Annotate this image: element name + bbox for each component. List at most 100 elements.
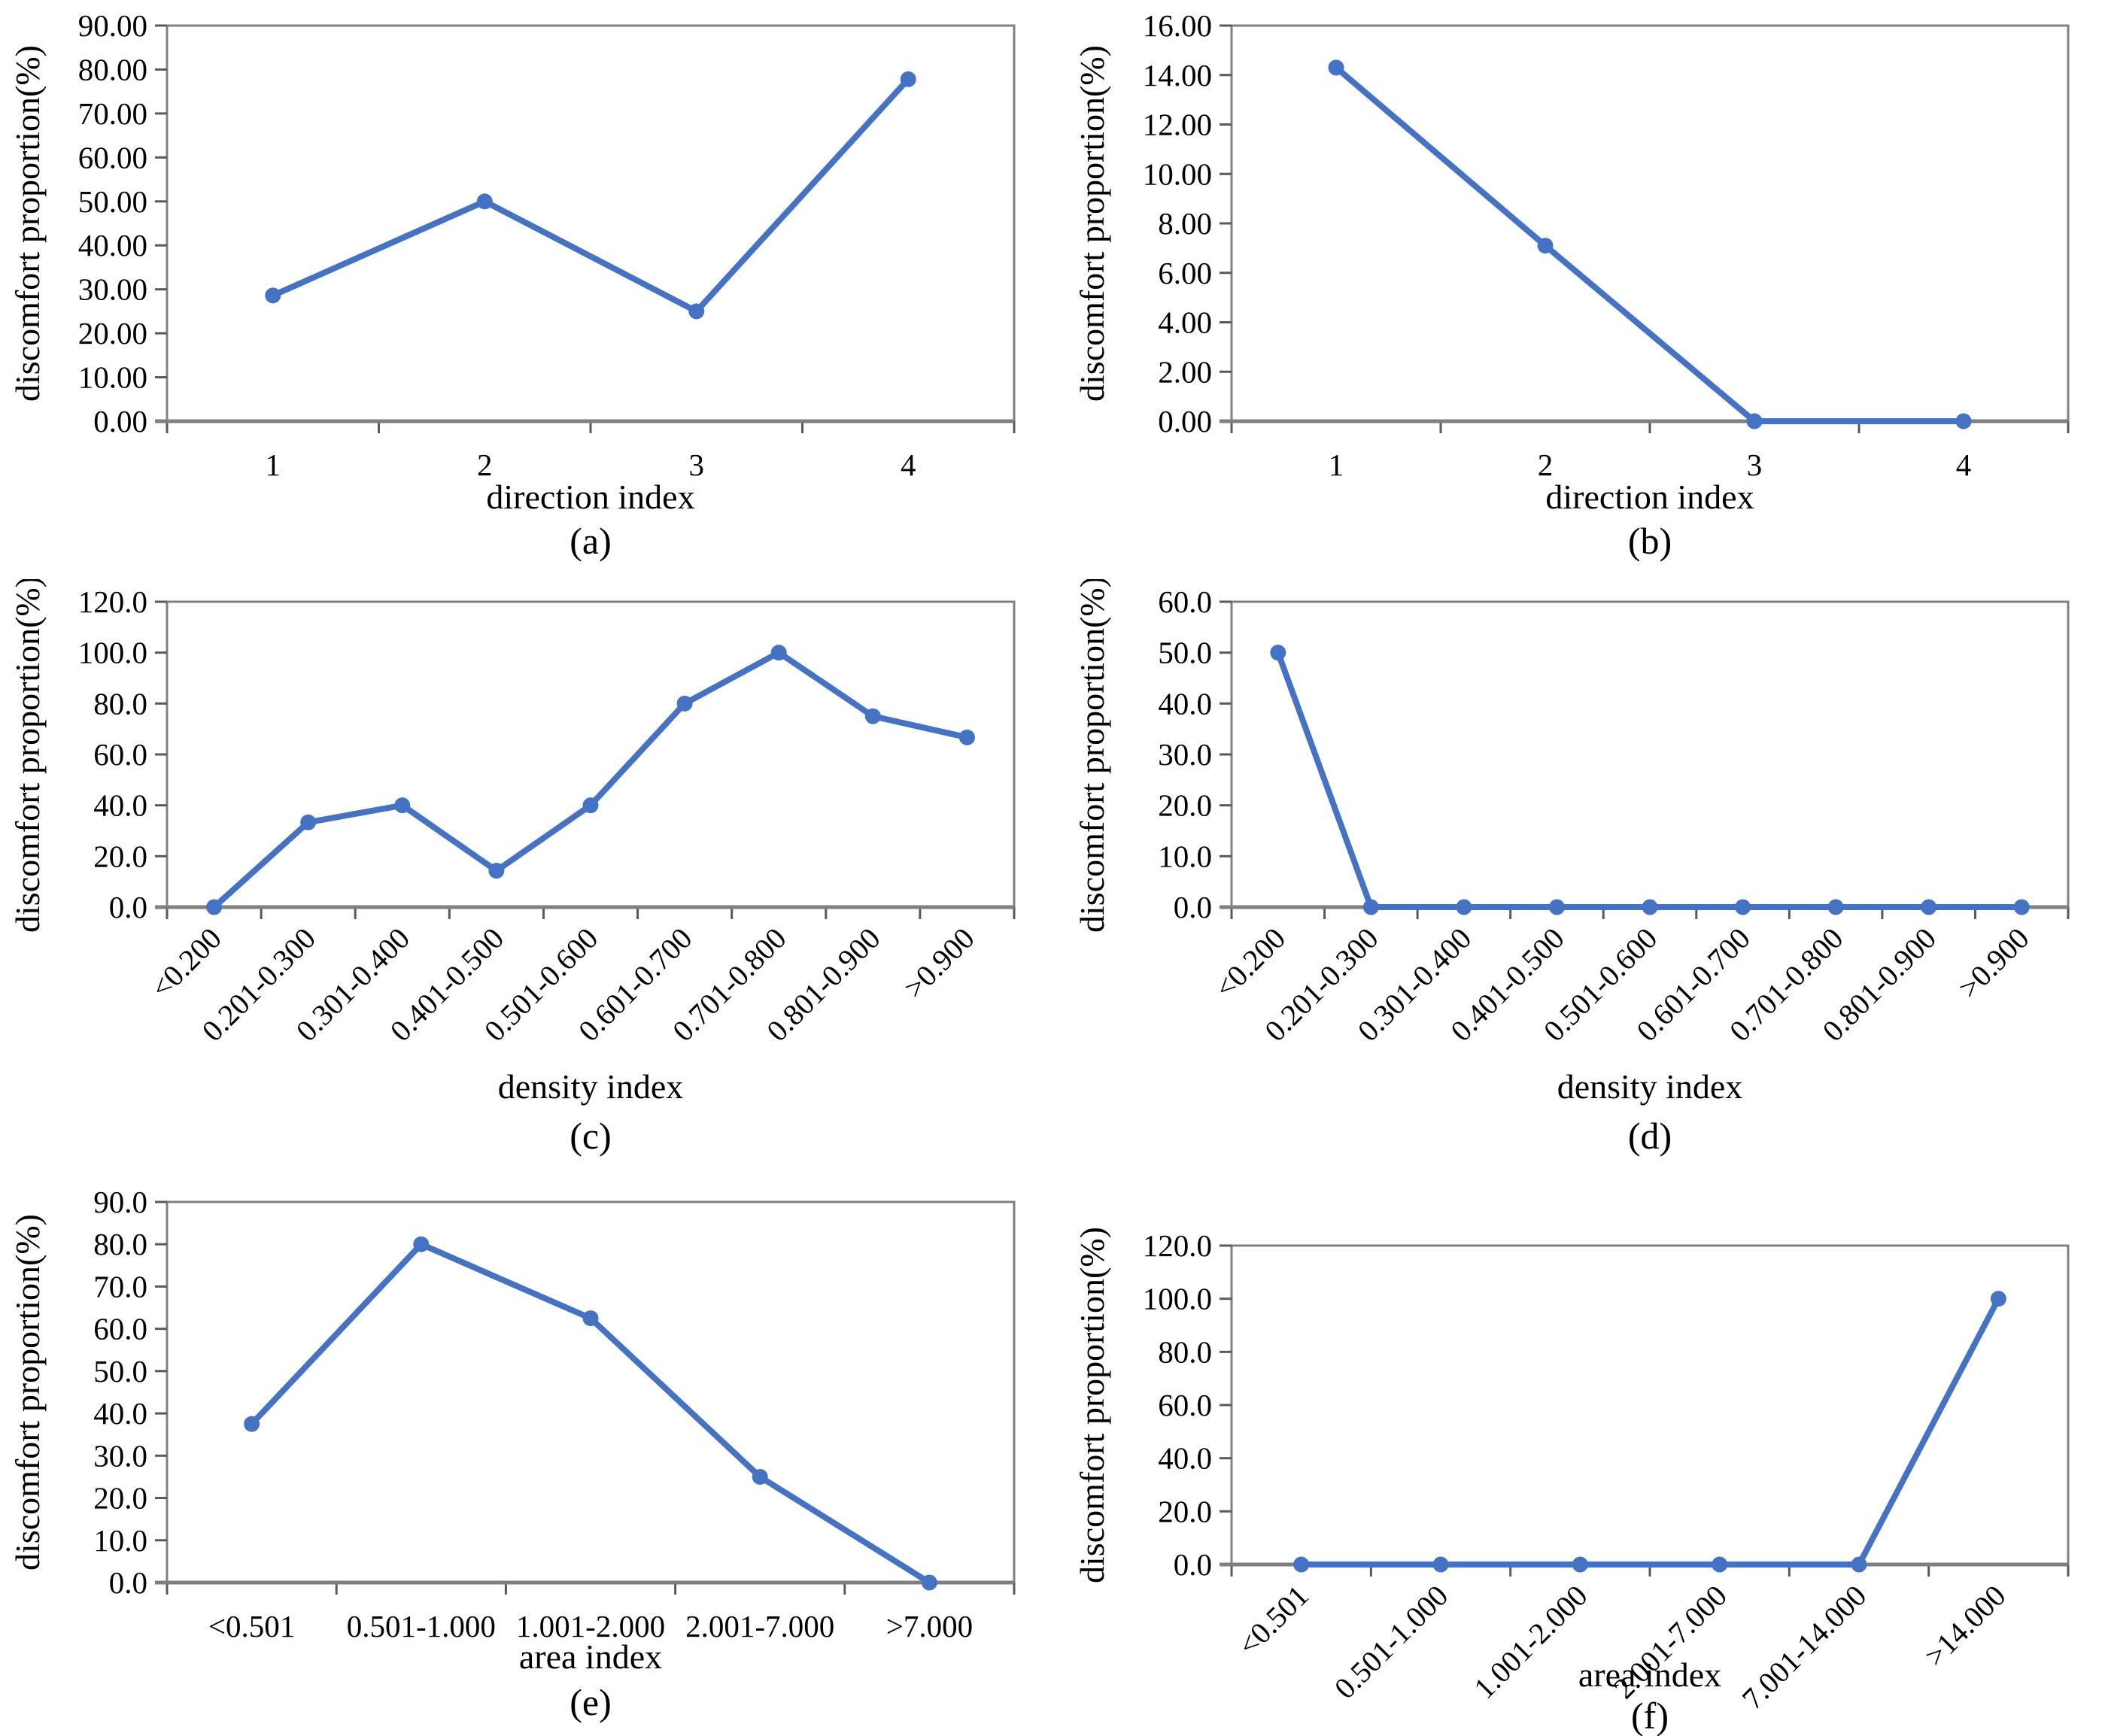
y-tick-label: 0.0	[109, 890, 147, 924]
y-tick-label: 120.0	[78, 584, 147, 619]
y-tick-label: 40.0	[1158, 1441, 1212, 1476]
y-tick-label: 20.0	[1158, 1494, 1212, 1528]
x-axis	[166, 421, 1016, 433]
y-tick-label: 40.0	[1158, 686, 1212, 721]
data-point	[1270, 645, 1286, 661]
x-axis	[166, 907, 1016, 919]
x-axis-title: density index	[1557, 1067, 1743, 1106]
x-tick-label: 1	[266, 448, 281, 482]
y-tick-label: 80.00	[78, 52, 147, 86]
data-point	[752, 1468, 768, 1485]
y-axis-title: discomfort proportion(%)	[8, 45, 47, 402]
y-tick-label: 10.0	[93, 1523, 147, 1558]
panel-caption: (a)	[570, 520, 612, 562]
data-point	[244, 1416, 260, 1432]
data-point	[958, 729, 975, 745]
y-tick-label: 40.00	[78, 228, 147, 263]
y-tick-label: 0.0	[109, 1565, 147, 1600]
y-axis-title: discomfort proportion(%)	[1073, 579, 1111, 933]
data-line	[248, 1241, 933, 1586]
x-axis-title: area index	[519, 1637, 662, 1676]
data-markers	[244, 1236, 937, 1591]
x-tick-label: >0.900	[1952, 921, 2035, 1005]
y-tick-label: 12.00	[1143, 108, 1212, 142]
panel-b: 0.00 2.00 4.00 6.00 8.00 10.00 12.00 14.00 16.00…	[1051, 0, 2102, 579]
panel-caption: (b)	[1628, 520, 1672, 562]
y-tick-label: 4.00	[1158, 305, 1212, 340]
data-point	[1537, 238, 1554, 254]
data-markers	[206, 645, 975, 915]
data-point	[582, 1310, 599, 1327]
panel-caption: (f)	[1631, 1695, 1669, 1736]
y-tick-label: 60.0	[93, 737, 147, 772]
y-tick-label: 10.0	[1158, 839, 1212, 873]
x-tick-labels: 1 2 3 4	[266, 448, 916, 482]
y-axis-title: discomfort proportion(%)	[1073, 1227, 1111, 1583]
panel-caption: (d)	[1628, 1115, 1672, 1157]
y-tick-label: 40.0	[93, 1396, 147, 1431]
y-tick-label: 60.00	[78, 140, 147, 175]
x-tick-label: 7.001-14.000	[1736, 1579, 1873, 1716]
panel-caption: (c)	[570, 1115, 612, 1157]
x-tick-label: >7.000	[886, 1609, 973, 1643]
x-tick-label: 1	[1329, 448, 1344, 482]
data-line	[211, 649, 971, 910]
data-line	[1298, 1295, 2002, 1568]
y-tick-label: 20.0	[93, 839, 147, 873]
x-tick-label: 3	[1747, 448, 1763, 482]
y-tick-label: 16.00	[1143, 8, 1212, 43]
y-axis-title: discomfort proportion(%)	[8, 579, 47, 933]
data-line	[1333, 64, 1967, 424]
x-axis	[1230, 421, 2070, 433]
x-tick-label: <0.200	[1208, 921, 1292, 1005]
y-tick-label: 90.0	[93, 1185, 147, 1219]
y-axis: 0.00 2.00 4.00 6.00 8.00 10.00 12.00 14.00 16.00	[1143, 8, 1232, 439]
data-line	[1274, 649, 2025, 910]
y-tick-label: 80.0	[93, 686, 147, 721]
panel-c: 0.0 20.0 40.0 60.0 80.0 100.0 120.0 <0.200 0.201…	[0, 579, 1051, 1181]
data-point	[265, 287, 281, 304]
x-tick-label: 4	[1956, 448, 1972, 482]
x-tick-label: <0.501	[208, 1609, 295, 1643]
data-markers	[1293, 1291, 2006, 1573]
panel-caption: (e)	[570, 1681, 612, 1723]
data-point	[770, 645, 787, 661]
data-point	[2013, 899, 2030, 915]
x-axis-title: direction index	[486, 478, 694, 516]
chart-e-discomfort-vs-area: 0.0 10.0 20.0 30.0 40.0 50.0 60.0 70.0 80.0 90.0 <…	[8, 1185, 1016, 1723]
plot-frame	[166, 1200, 1016, 1584]
x-tick-label: 3	[689, 448, 705, 482]
y-tick-label: 30.0	[93, 1438, 147, 1473]
y-tick-label: 50.00	[78, 184, 147, 219]
y-tick-label: 120.0	[1143, 1228, 1212, 1263]
y-tick-label: 60.0	[93, 1312, 147, 1346]
data-point	[1293, 1556, 1310, 1573]
y-tick-label: 2.00	[1158, 354, 1212, 389]
y-tick-label: 0.0	[1174, 890, 1212, 924]
data-point	[1548, 899, 1565, 915]
y-tick-label: 10.00	[1143, 156, 1212, 191]
x-tick-labels: <0.501 0.501-1.000 1.001-2.000 2.001-7.000 7…	[1232, 1579, 2012, 1716]
data-markers	[265, 71, 916, 320]
y-tick-label: 70.0	[93, 1269, 147, 1304]
y-tick-label: 40.0	[93, 788, 147, 823]
x-tick-label: 2	[477, 448, 493, 482]
data-point	[582, 797, 599, 814]
y-axis-title: discomfort proportion(%)	[1073, 45, 1111, 402]
data-point	[1735, 899, 1751, 915]
x-tick-label: 0.501-1.000	[1328, 1579, 1455, 1706]
x-tick-labels: <0.2000.201-0.3000.301-0.4000.401-0.5000…	[144, 921, 981, 1049]
data-point	[1921, 899, 1937, 915]
y-tick-label: 10.00	[78, 360, 147, 395]
y-tick-label: 30.00	[78, 272, 147, 307]
data-point	[688, 303, 705, 320]
x-tick-label: 2	[1538, 448, 1554, 482]
chart-a-discomfort-vs-direction: 0.00 10.00 20.00 30.00 40.00 50.00 60.00 70.00 8…	[8, 8, 1016, 562]
panel-a: 0.00 10.00 20.00 30.00 40.00 50.00 60.00 70.00 8…	[0, 0, 1051, 579]
y-tick-label: 0.0	[1174, 1547, 1212, 1582]
x-axis	[166, 1583, 1016, 1595]
y-axis: 0.0 10.0 20.0 30.0 40.0 50.0 60.0 70.0 80.0 90.0	[93, 1185, 167, 1600]
x-tick-labels: <0.2000.201-0.3000.301-0.4000.401-0.5000…	[1208, 921, 2036, 1049]
data-point	[1362, 899, 1379, 915]
y-tick-label: 8.00	[1158, 206, 1212, 241]
